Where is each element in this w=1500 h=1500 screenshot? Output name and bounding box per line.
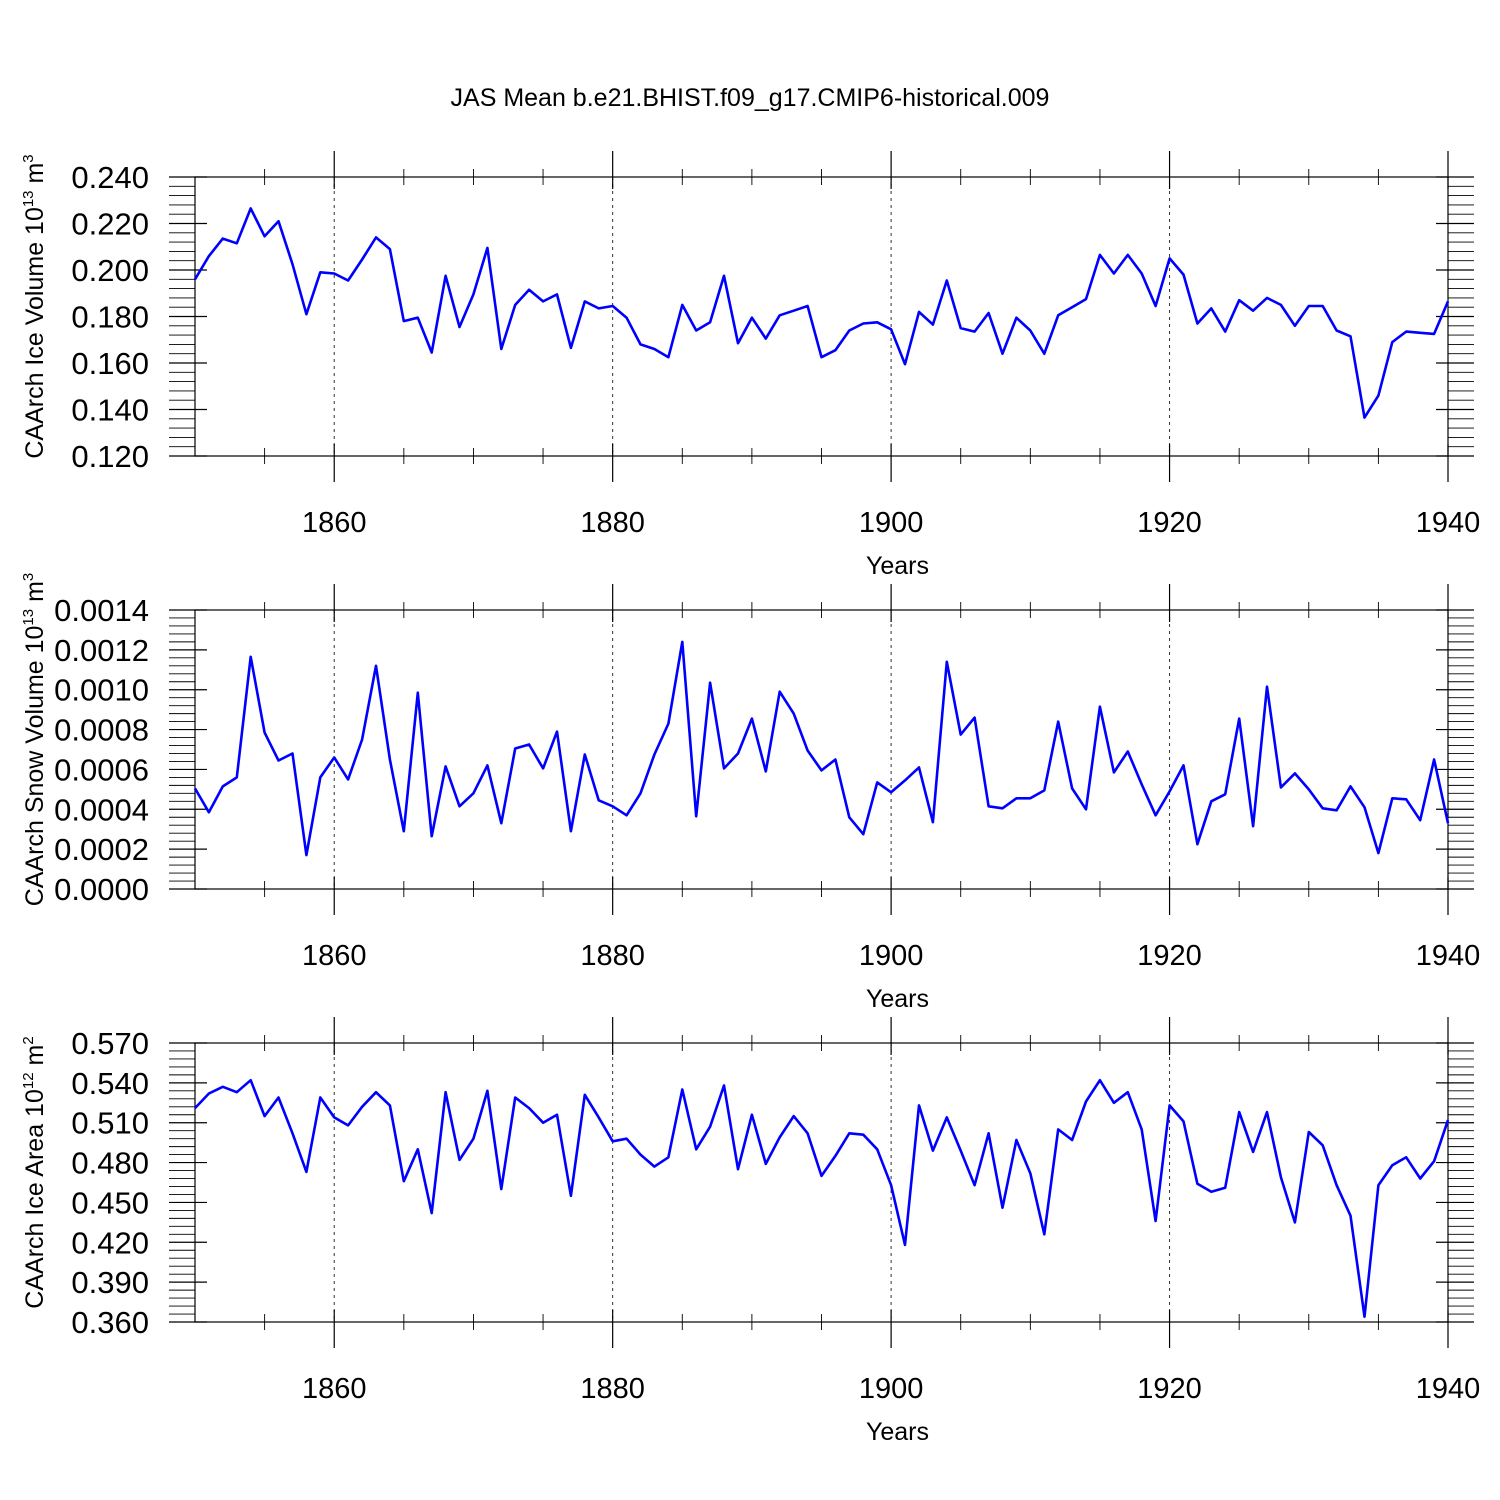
ice-area-ytick-label: 0.390 [71,1265,149,1300]
snow-volume-ytick-label: 0.0010 [54,673,149,708]
snow-volume-xtick-label: 1860 [302,940,367,972]
snow-volume-ytick-label: 0.0006 [54,752,149,787]
ice-area-xlabel: Years [866,1418,929,1446]
chart-title: JAS Mean b.e21.BHIST.f09_g17.CMIP6-histo… [451,84,1050,112]
snow-volume-ytick-label: 0.0012 [54,633,149,668]
ice-area-ytick-label: 0.540 [71,1066,149,1101]
ice-volume-ytick-label: 0.220 [71,207,149,242]
ice-volume-xtick-label: 1940 [1416,507,1481,539]
snow-volume-ytick-label: 0.0002 [54,832,149,867]
ice-area-ytick-label: 0.360 [71,1305,149,1340]
ice-area-xtick-label: 1860 [302,1373,367,1405]
ice-area-ytick-label: 0.420 [71,1225,149,1260]
ice-volume-ytick-label: 0.140 [71,393,149,428]
ice-area-ytick-label: 0.570 [71,1026,149,1061]
ice-area-series-line [194,1078,1450,1318]
snow-volume-xlabel: Years [866,985,929,1013]
ice-volume-ylabel: CAArch Ice Volume 1013 m3 [20,154,49,458]
snow-volume-xtick-label: 1920 [1137,940,1202,972]
ice-area-ytick-label: 0.510 [71,1106,149,1141]
ice-area-xtick-label: 1880 [580,1373,645,1405]
ice-area-xtick-label: 1940 [1416,1373,1481,1405]
snow-volume-series-line [193,640,1450,857]
ice-volume-ytick-label: 0.180 [71,300,149,335]
ice-volume-xtick-label: 1860 [302,507,367,539]
ice-volume-series-line [193,207,1450,419]
panel-ice-volume: 1860 1880 1900 1920 1940 0.120 0.140 0.160 0.180… [20,151,1480,580]
snow-volume-ytick-label: 0.0004 [54,792,149,827]
snow-volume-ytick-label: 0.0008 [54,713,149,748]
snow-volume-ytick-label: 0.0000 [54,872,149,907]
ice-area-xtick-label: 1920 [1137,1373,1202,1405]
snow-volume-xtick-label: 1940 [1416,940,1481,972]
ice-volume-ytick-label: 0.240 [71,160,149,195]
ice-volume-ytick-label: 0.200 [71,253,149,288]
panel-snow-volume: 1860 1880 1900 1920 1940 0.0000 0.0002 0.0004 0.… [20,573,1480,1013]
ice-volume-ytick-label: 0.160 [71,346,149,381]
ice-area-ylabel: CAArch Ice Area 1012 m2 [20,1036,49,1308]
ice-volume-ytick-label: 0.120 [71,439,149,474]
ice-area-ytick-label: 0.480 [71,1146,149,1181]
ice-area-xtick-label: 1900 [859,1373,924,1405]
snow-volume-xtick-label: 1900 [859,940,924,972]
ice-area-ytick-label: 0.450 [71,1185,149,1220]
panel-ice-area: 1860 1880 1900 1920 1940 0.360 0.390 0.420 0.450… [20,1017,1480,1446]
snow-volume-ytick-label: 0.0014 [54,593,149,628]
snow-volume-xtick-label: 1880 [580,940,645,972]
ice-volume-xtick-label: 1900 [859,507,924,539]
snow-volume-ylabel: CAArch Snow Volume 1013 m3 [20,573,49,907]
ice-volume-xlabel: Years [866,552,929,580]
ice-volume-xtick-label: 1920 [1137,507,1202,539]
ice-volume-xtick-label: 1880 [580,507,645,539]
